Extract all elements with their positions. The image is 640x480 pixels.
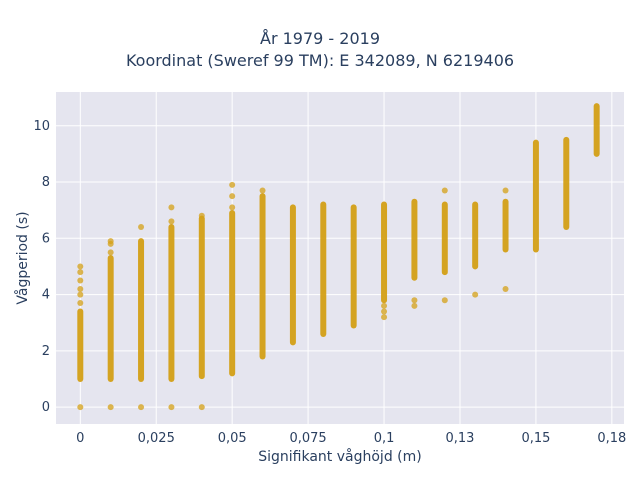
plot-area xyxy=(56,92,624,424)
x-axis-ticks: 0 0,025 0,05 0,075 0,1 0,13 0,15 0,18 xyxy=(76,431,626,446)
data-point xyxy=(77,300,84,307)
data-point xyxy=(77,269,84,276)
point-column xyxy=(259,187,266,360)
data-point xyxy=(107,404,114,411)
data-point xyxy=(168,218,175,225)
data-point xyxy=(77,285,84,292)
x-tick-label: 0,05 xyxy=(218,431,247,446)
data-point xyxy=(107,238,114,245)
data-point xyxy=(502,187,509,194)
y-tick-label: 4 xyxy=(42,288,50,303)
data-point xyxy=(77,277,84,284)
data-point xyxy=(381,314,388,321)
data-point xyxy=(381,308,388,315)
data-point xyxy=(441,297,448,304)
y-axis-ticks: 0 2 4 6 8 10 xyxy=(33,119,50,415)
data-point xyxy=(502,285,509,292)
point-column xyxy=(472,201,479,298)
chart-subtitle: Koordinat (Sweref 99 TM): E 342089, N 62… xyxy=(125,51,515,70)
data-point xyxy=(259,187,266,194)
point-column xyxy=(381,201,388,321)
x-axis-label: Signifikant våghöjd (m) xyxy=(258,448,421,465)
data-point xyxy=(198,212,205,219)
x-tick-label: 0,1 xyxy=(374,431,395,446)
data-point xyxy=(77,291,84,298)
data-point xyxy=(229,181,236,188)
data-point xyxy=(229,204,236,211)
data-point xyxy=(472,291,479,298)
data-point xyxy=(138,224,145,231)
point-column xyxy=(411,198,418,309)
data-point xyxy=(198,404,205,411)
y-tick-label: 10 xyxy=(33,119,50,134)
data-point xyxy=(77,263,84,270)
x-tick-label: 0,18 xyxy=(597,431,626,446)
x-tick-label: 0,15 xyxy=(521,431,550,446)
data-point xyxy=(411,297,418,304)
point-column xyxy=(502,187,509,292)
point-column xyxy=(138,224,145,411)
point-column xyxy=(107,238,114,411)
y-tick-label: 0 xyxy=(42,400,50,415)
chart-title: År 1979 - 2019 xyxy=(260,29,380,48)
y-tick-label: 8 xyxy=(42,175,50,190)
x-tick-label: 0 xyxy=(76,431,84,446)
data-points xyxy=(77,103,600,411)
point-column xyxy=(441,187,448,304)
y-axis-label: Vågperiod (s) xyxy=(14,211,31,304)
data-point xyxy=(381,302,388,309)
data-point xyxy=(77,404,84,411)
data-point xyxy=(168,404,175,411)
data-point xyxy=(411,302,418,309)
data-point xyxy=(138,404,145,411)
x-tick-label: 0,075 xyxy=(289,431,326,446)
point-column xyxy=(77,263,84,411)
x-tick-label: 0,025 xyxy=(138,431,175,446)
data-point xyxy=(229,193,236,200)
y-tick-label: 6 xyxy=(42,231,50,246)
point-column xyxy=(229,181,236,377)
point-column xyxy=(198,212,205,411)
data-point xyxy=(107,249,114,256)
y-tick-label: 2 xyxy=(42,344,50,359)
x-tick-label: 0,13 xyxy=(446,431,475,446)
data-point xyxy=(441,187,448,194)
point-column xyxy=(168,204,175,411)
data-point xyxy=(168,204,175,211)
